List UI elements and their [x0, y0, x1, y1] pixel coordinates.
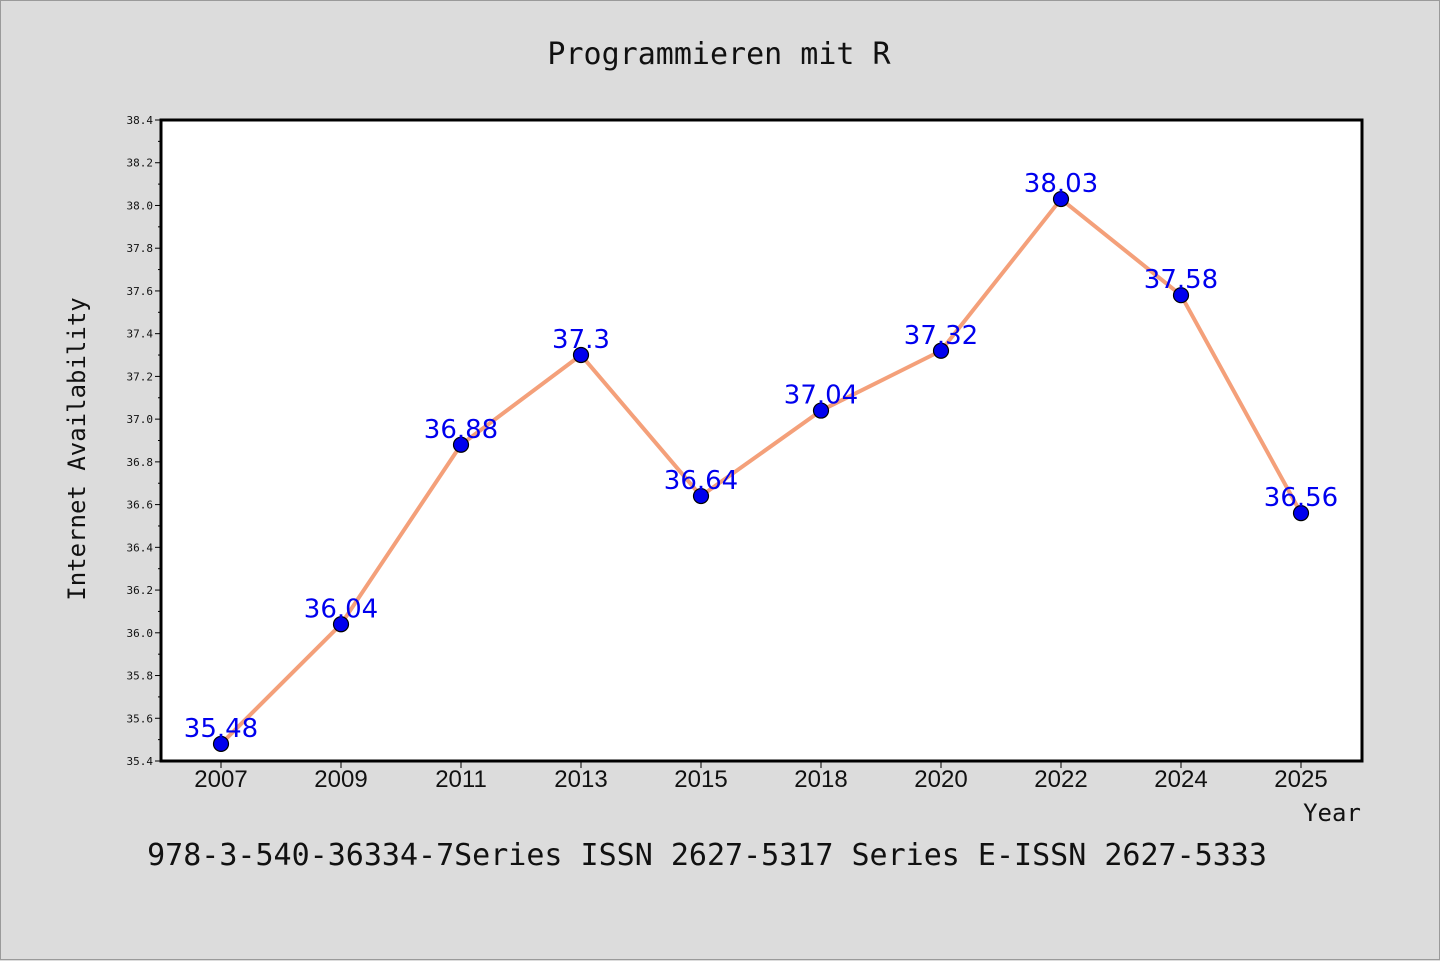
- x-tick-label: 2022: [1034, 766, 1087, 793]
- data-point: [692, 487, 710, 505]
- y-tick-label: 38.2: [127, 157, 154, 170]
- y-tick-label: 37.0: [127, 413, 154, 426]
- data-label: 36.88: [424, 415, 498, 445]
- data-point: [1292, 505, 1310, 522]
- footer-isbn-text: 978-3-540-36334-7Series ISSN 2627-5317 S…: [147, 838, 1267, 873]
- x-axis: 2007 2009 2011 2013 2015 2018 2020 2022 2024 2025: [194, 761, 1328, 793]
- y-tick-label: 37.2: [127, 370, 154, 383]
- y-tick-label: 36.0: [127, 627, 154, 640]
- data-label: 36.04: [304, 594, 378, 624]
- data-label: 36.64: [664, 466, 738, 496]
- data-point: [932, 342, 950, 359]
- x-tick-label: 2007: [194, 766, 247, 793]
- x-tick-label: 2015: [674, 766, 727, 793]
- data-label: 37.32: [904, 321, 978, 351]
- y-axis: 35.4 35.6 35.8 36.0 36.2 36.4 36.6 36.8 37.0 37.2…: [127, 114, 161, 768]
- y-tick-label: 36.8: [127, 456, 154, 469]
- y-tick-label: 37.6: [127, 285, 154, 298]
- data-label: 38.03: [1024, 169, 1098, 199]
- x-tick-label: 2009: [314, 766, 367, 793]
- series-line: [219, 197, 1303, 746]
- data-label: 37.3: [552, 325, 610, 355]
- x-axis-label: Year: [1303, 799, 1361, 827]
- y-tick-label: 36.6: [127, 499, 154, 512]
- data-label: 36.56: [1264, 483, 1338, 513]
- data-point: [332, 616, 350, 633]
- data-label: 37.04: [784, 381, 858, 411]
- y-tick-label: 35.4: [127, 755, 154, 768]
- x-tick-label: 2020: [914, 766, 967, 793]
- data-point: [572, 346, 590, 364]
- chart-title: Programmieren mit R: [547, 37, 891, 72]
- y-tick-label: 36.2: [127, 584, 154, 597]
- y-tick-label: 37.8: [127, 242, 154, 255]
- y-tick-label: 38.0: [127, 199, 154, 212]
- data-points: [212, 190, 1310, 753]
- x-tick-label: 2024: [1154, 766, 1207, 793]
- data-point: [812, 402, 830, 419]
- x-tick-label: 2011: [435, 766, 487, 793]
- data-point: [1052, 190, 1070, 208]
- data-point: [212, 735, 230, 753]
- y-tick-label: 36.4: [127, 541, 154, 554]
- x-tick-label: 2025: [1274, 766, 1327, 793]
- x-tick-label: 2018: [794, 766, 847, 793]
- y-tick-label: 35.8: [127, 670, 154, 683]
- y-tick-label: 38.4: [127, 114, 154, 127]
- plot-area: [159, 118, 1364, 763]
- y-tick-label: 37.4: [127, 328, 154, 341]
- x-tick-label: 2013: [554, 766, 607, 793]
- data-point: [1172, 287, 1190, 304]
- data-labels: 35.48 36.04 36.88 37.3 36.64 37.04 37.32 38.03 3…: [184, 169, 1338, 744]
- y-axis-label: Internet Availability: [63, 297, 91, 600]
- y-tick-label: 35.6: [127, 712, 154, 725]
- data-label: 35.48: [184, 714, 258, 744]
- data-label: 37.58: [1144, 265, 1218, 295]
- data-point: [452, 436, 470, 453]
